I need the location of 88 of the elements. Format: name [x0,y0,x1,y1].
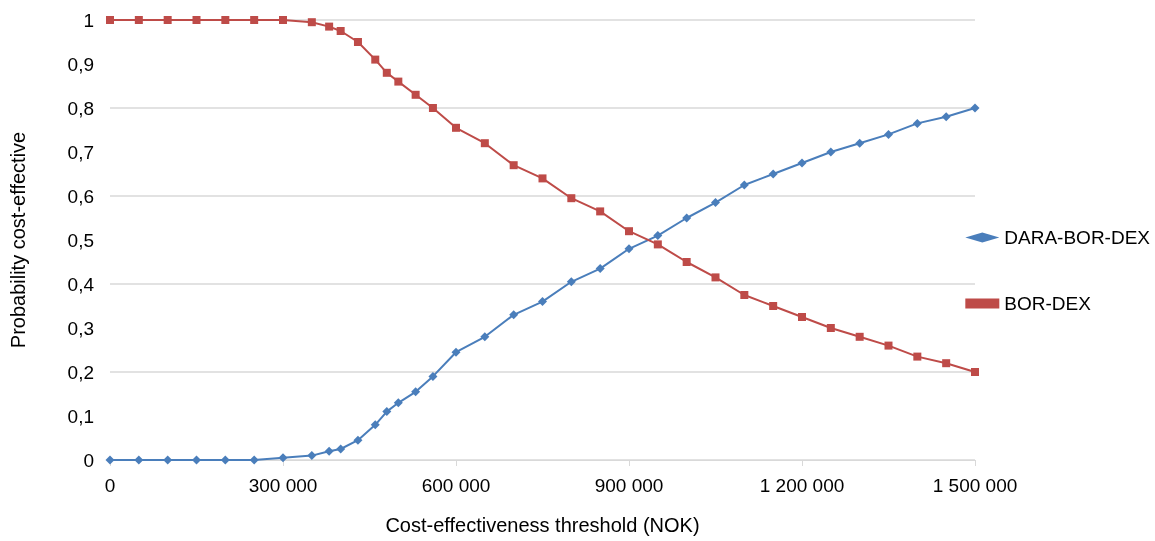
y-tick-label: 0,8 [67,97,94,119]
point [480,332,490,342]
y-tick-label: 0,6 [67,185,94,207]
x-tick-label: 1 500 000 [932,475,1018,496]
point [941,112,951,122]
point [538,174,547,183]
point [826,147,836,157]
y-tick-label: 1 [83,9,94,31]
point [855,332,864,341]
point [134,455,144,465]
point [382,68,391,77]
point [279,16,287,24]
point [324,446,334,456]
point [509,310,519,320]
legend-label: DARA-BOR-DEX [1004,227,1151,248]
point [740,291,749,299]
point [970,103,980,113]
point [307,18,316,27]
point [653,240,662,249]
point [913,352,922,361]
point [428,371,438,381]
y-tick-label: 0,2 [67,361,94,383]
point [711,273,720,282]
point [884,129,893,139]
point [509,161,518,170]
point [596,207,605,216]
y-tick-label: 0,1 [67,405,94,427]
point [711,198,720,208]
point [394,77,403,86]
x-axis-title: Cost-effectiveness threshold (NOK) [385,514,700,536]
y-tick-label: 0,9 [67,53,94,75]
point [566,277,576,287]
point [452,123,460,132]
point [411,387,421,397]
point [134,16,143,24]
point [739,180,749,190]
y-axis-title: Probability cost-effective [7,131,29,349]
point [595,264,605,274]
point [884,341,893,350]
point [307,451,317,461]
point [250,16,259,24]
point [353,38,362,46]
point [106,16,114,24]
x-tick-label: 1 200 000 [759,475,845,496]
point [971,368,979,376]
x-tick-label: 900 000 [594,475,664,496]
y-tick-label: 0,3 [67,317,94,339]
point [278,453,288,463]
point [768,169,778,179]
point [538,297,547,307]
point [192,16,201,24]
point [855,138,865,148]
y-tick-label: 0,4 [67,273,95,295]
point [353,435,363,445]
point [942,359,951,368]
point [370,420,380,430]
point [411,90,420,99]
point [325,22,334,31]
point [249,455,259,465]
point [653,231,663,241]
point [192,455,201,465]
point [912,118,922,128]
point [769,302,778,310]
point [624,244,634,254]
x-tick-label: 0 [104,475,116,496]
point [625,227,633,236]
point [393,398,403,408]
y-tick-label: 0 [83,449,94,471]
point [371,55,380,64]
x-tick-label: 600 000 [421,475,491,496]
point [480,139,489,148]
point [567,194,576,203]
point [797,158,807,168]
point [163,16,172,24]
point [451,347,461,357]
point [336,27,345,35]
point [798,313,806,321]
legend-label: BOR-DEX [1004,293,1092,314]
point [221,16,230,24]
point [826,324,835,332]
point [682,213,692,223]
x-tick-label: 300 000 [248,475,318,496]
y-tick-label: 0,5 [67,229,94,251]
point [428,104,437,112]
y-tick-label: 0,7 [67,141,94,163]
point [382,407,392,417]
point [336,444,346,454]
point [682,258,691,266]
